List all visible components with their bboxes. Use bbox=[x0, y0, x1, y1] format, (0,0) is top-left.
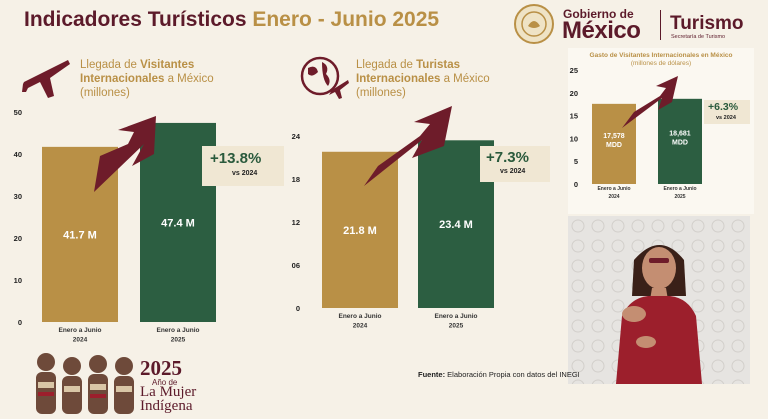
bar-value-label: MDD bbox=[672, 139, 688, 146]
globe-plane-icon bbox=[296, 50, 350, 102]
chart-turistas: 0 06 12 18 24 21.8 M Enero a Junio 2024 23.4 M En… bbox=[292, 96, 566, 356]
indigenous-women-illustration bbox=[30, 348, 138, 414]
source-label: Fuente: bbox=[418, 370, 446, 379]
source-note: Fuente: Elaboración Propia con datos del… bbox=[418, 370, 580, 379]
bar-value-label: 21.8 M bbox=[343, 225, 377, 237]
sign-language-interpreter-video bbox=[568, 216, 750, 384]
panel2-sub-bold1: Turistas bbox=[416, 59, 461, 71]
panel2-sub-bold2: Internacionales bbox=[356, 73, 441, 85]
chart-turistas-svg: 0 06 12 18 24 21.8 M Enero a Junio 2024 23.4 M En… bbox=[292, 106, 494, 330]
category-label: Enero a Junio bbox=[435, 313, 478, 320]
mujer-line2: La Mujer bbox=[140, 384, 197, 400]
panel3-vs: vs 2024 bbox=[716, 115, 736, 121]
panel2-pct: +7.3% bbox=[486, 149, 529, 166]
source-text: Elaboración Propia con datos del INEGI bbox=[445, 370, 580, 379]
category-label: Enero a Junio bbox=[597, 186, 630, 192]
panel2-sub-unit: (millones) bbox=[356, 87, 406, 99]
panel3-title: Gasto de Visitantes Internacionales en M… bbox=[589, 52, 733, 59]
panel3: Gasto de Visitantes Internacionales en M… bbox=[568, 48, 754, 214]
bar bbox=[322, 151, 398, 308]
airplane-icon bbox=[20, 52, 72, 100]
gobierno-label: Gobierno de bbox=[563, 7, 634, 21]
bar-value-label: 41.7 M bbox=[63, 229, 97, 241]
chart-visitantes-svg: 0 10 20 30 40 50 41.7 M Enero a Junio 2024 47.4 M… bbox=[14, 108, 216, 344]
y-tick-label: 30 bbox=[14, 192, 22, 201]
page-title: Indicadores Turísticos Enero - Junio 202… bbox=[24, 8, 439, 32]
bar-value-label: 23.4 M bbox=[439, 219, 473, 231]
category-label: 2025 bbox=[674, 194, 685, 200]
panel3-pct: +6.3% bbox=[708, 101, 739, 113]
panel2-pct-box: +7.3% vs 2024 bbox=[480, 146, 550, 182]
category-label: Enero a Junio bbox=[59, 327, 102, 334]
title-accent: Enero - Junio 2025 bbox=[252, 8, 440, 31]
category-label: Enero a Junio bbox=[663, 186, 696, 192]
bar-value-label: 18,681 bbox=[669, 130, 691, 137]
y-tick-label: 5 bbox=[574, 157, 578, 166]
year-2025-label: 2025 bbox=[140, 356, 182, 380]
panel1-pct: +13.8% bbox=[210, 150, 262, 167]
y-tick-label: 12 bbox=[292, 218, 300, 227]
secretaria-label: Secretaría de Turismo bbox=[671, 34, 726, 40]
panel1-pct-box: +13.8% vs 2024 bbox=[202, 146, 284, 186]
category-label: 2024 bbox=[353, 323, 368, 330]
growth-arrow-icon bbox=[622, 76, 678, 128]
bar bbox=[592, 103, 636, 184]
category-label: 2025 bbox=[449, 323, 464, 330]
panel3-pct-box: +6.3% vs 2024 bbox=[704, 100, 750, 124]
panel1-sub-bold2: Internacionales bbox=[80, 73, 165, 85]
y-tick-label: 20 bbox=[14, 234, 22, 243]
panel1-sub-post: a México bbox=[164, 73, 214, 85]
y-tick-label: 15 bbox=[570, 112, 578, 121]
growth-arrow-icon bbox=[364, 106, 452, 186]
y-tick-label: 10 bbox=[14, 276, 22, 285]
y-tick-label: 0 bbox=[296, 304, 300, 313]
bar-value-label: 47.4 M bbox=[161, 217, 195, 229]
bar-value-label: MDD bbox=[606, 142, 622, 149]
panel1-subtitle: Llegada de Visitantes Internacionales a … bbox=[80, 58, 250, 100]
panel1-sub-bold1: Visitantes bbox=[140, 59, 195, 71]
y-tick-label: 50 bbox=[14, 108, 22, 117]
bar-value-label: 17,578 bbox=[603, 133, 625, 140]
title-main: Indicadores Turísticos bbox=[24, 8, 247, 31]
logo-divider bbox=[660, 10, 661, 40]
chart-visitantes: 0 10 20 30 40 50 41.7 M Enero a Junio 2024 47.4 M… bbox=[14, 96, 284, 356]
growth-arrow-icon bbox=[94, 116, 156, 192]
category-label: Enero a Junio bbox=[157, 327, 200, 334]
panel3-subtitle: (millones de dólares) bbox=[630, 60, 692, 67]
category-label: 2025 bbox=[171, 337, 186, 344]
government-seal-icon bbox=[514, 4, 554, 44]
bar bbox=[658, 98, 702, 184]
y-tick-label: 40 bbox=[14, 150, 22, 159]
mexico-label: México bbox=[562, 17, 641, 44]
panel2-subtitle: Llegada de Turistas Internacionales a Mé… bbox=[356, 58, 526, 100]
y-tick-label: 18 bbox=[292, 175, 300, 184]
y-tick-label: 0 bbox=[18, 318, 22, 327]
turismo-label: Turismo bbox=[670, 13, 744, 34]
y-tick-label: 20 bbox=[570, 89, 578, 98]
y-tick-label: 24 bbox=[292, 132, 301, 141]
panel1-vs: vs 2024 bbox=[232, 170, 258, 177]
panel1-sub-unit: (millones) bbox=[80, 87, 130, 99]
panel2-sub-post: a México bbox=[440, 73, 490, 85]
category-label: 2024 bbox=[608, 194, 619, 200]
panel2-vs: vs 2024 bbox=[500, 168, 526, 175]
y-tick-label: 10 bbox=[570, 134, 578, 143]
category-label: 2024 bbox=[73, 337, 88, 344]
category-label: Enero a Junio bbox=[339, 313, 382, 320]
y-tick-label: 0 bbox=[574, 180, 578, 189]
y-tick-label: 06 bbox=[292, 261, 300, 270]
panel1-sub-pre: Llegada de bbox=[80, 59, 141, 71]
mujer-line1: Año de bbox=[152, 378, 178, 387]
y-tick-label: 25 bbox=[570, 66, 578, 75]
panel2-sub-pre: Llegada de bbox=[356, 59, 417, 71]
mujer-line3: Indígena bbox=[140, 398, 193, 414]
